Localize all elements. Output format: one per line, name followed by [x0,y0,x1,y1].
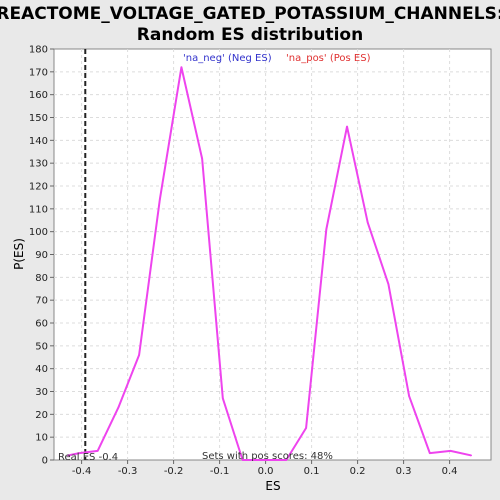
legend-entry-pos: 'na_pos' (Pos ES) [286,53,371,64]
data-point [241,459,244,461]
y-tick-label: 160 [29,90,48,101]
x-tick-label: -0.4 [72,466,92,477]
data-point [201,157,203,160]
data-point [408,395,410,397]
data-point [387,283,390,285]
data-point [180,66,183,69]
x-tick-label: 0.2 [350,466,366,477]
pos-scores-label: Sets with pos scores: 48% [202,451,333,462]
x-tick-label: -0.3 [118,466,138,477]
data-point [67,454,69,457]
y-tick-label: 170 [29,67,48,78]
y-tick-label: 140 [29,136,48,147]
data-point [470,454,473,457]
data-point [138,354,140,356]
x-tick-label: 0.3 [396,466,412,477]
data-point [346,125,348,128]
chart-title-line-1: REACTOME_VOLTAGE_GATED_POTASSIUM_CHANNEL… [0,4,500,24]
data-point [305,427,307,429]
y-tick-label: 110 [29,204,48,215]
y-tick-label: 20 [35,410,48,421]
data-point [325,228,328,231]
data-point [366,221,369,224]
y-tick-label: 50 [35,341,48,352]
x-tick-label: -0.1 [210,466,230,477]
data-point [264,459,267,461]
y-tick-label: 40 [35,364,48,375]
real-es-label: Real ES -0.4 [58,452,118,463]
y-tick-label: 100 [29,227,48,238]
axes: 0 10 20 30 40 50 60 70 80 90 100 110 120 130 140 150 160… [29,45,458,478]
series-marks [67,49,473,461]
y-tick-label: 130 [29,159,48,170]
data-point [78,452,81,454]
x-axis-label: ES [265,479,280,493]
x-tick-label: 0.0 [258,466,274,477]
data-point [285,459,288,461]
data-point [222,397,224,400]
y-axis-label: P(ES) [12,238,26,270]
legend-entry-neg: 'na_neg' (Neg ES) [183,53,272,64]
data-point [449,450,452,452]
data-point [117,406,120,409]
y-tick-label: 120 [29,182,48,193]
y-tick-label: 0 [42,456,48,467]
x-tick-label: 0.4 [442,466,458,477]
x-tick-label: 0.1 [304,466,320,477]
y-tick-label: 70 [35,296,48,307]
y-tick-label: 30 [35,387,48,398]
y-tick-label: 10 [35,433,48,444]
y-tick-label: 80 [35,273,48,284]
y-tick-label: 90 [35,250,48,261]
chart-title-line-2: Random ES distribution [137,25,363,45]
grid-lines [54,49,491,460]
data-point [159,198,161,201]
y-tick-label: 60 [35,319,48,330]
data-point [96,450,99,452]
y-tick-label: 150 [29,113,48,124]
data-point [429,452,431,454]
x-tick-label: -0.2 [164,466,184,477]
y-tick-label: 180 [29,45,48,56]
